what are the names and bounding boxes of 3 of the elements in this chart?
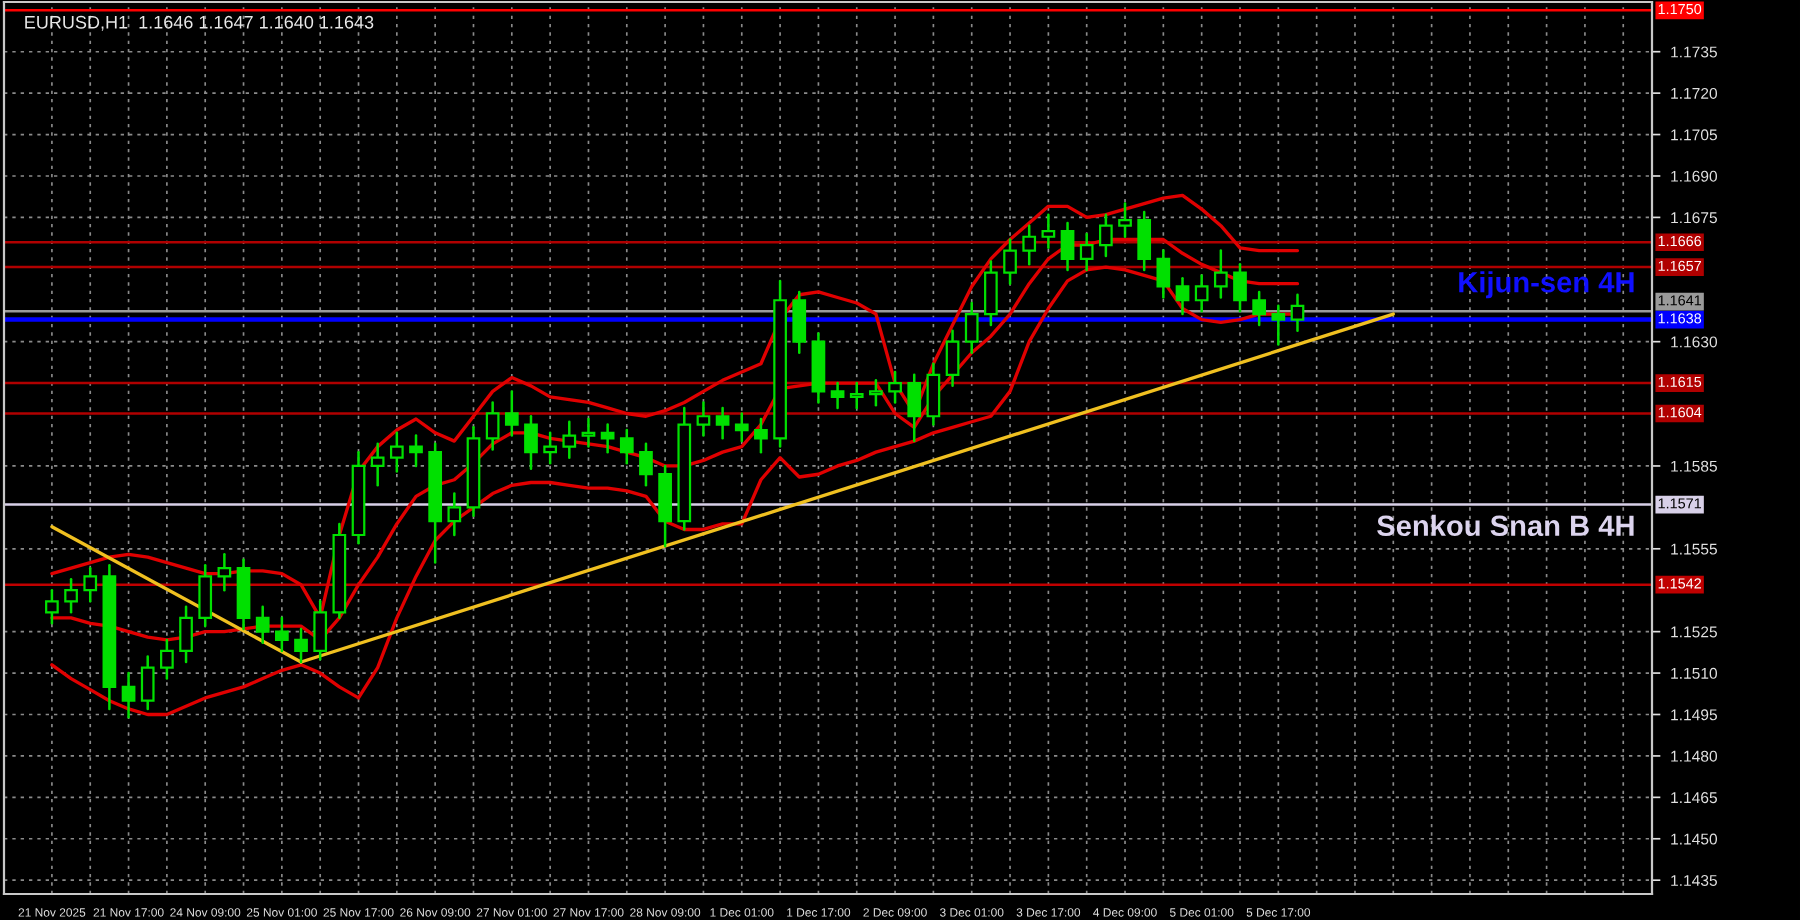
annotation: Senkou Snan B 4H xyxy=(1377,514,1634,537)
annotation: Kijun-sen 4H xyxy=(1459,271,1634,299)
text: EURUSD,H1 1.1646 1.1647 1.1640 1.1643 xyxy=(25,15,374,31)
